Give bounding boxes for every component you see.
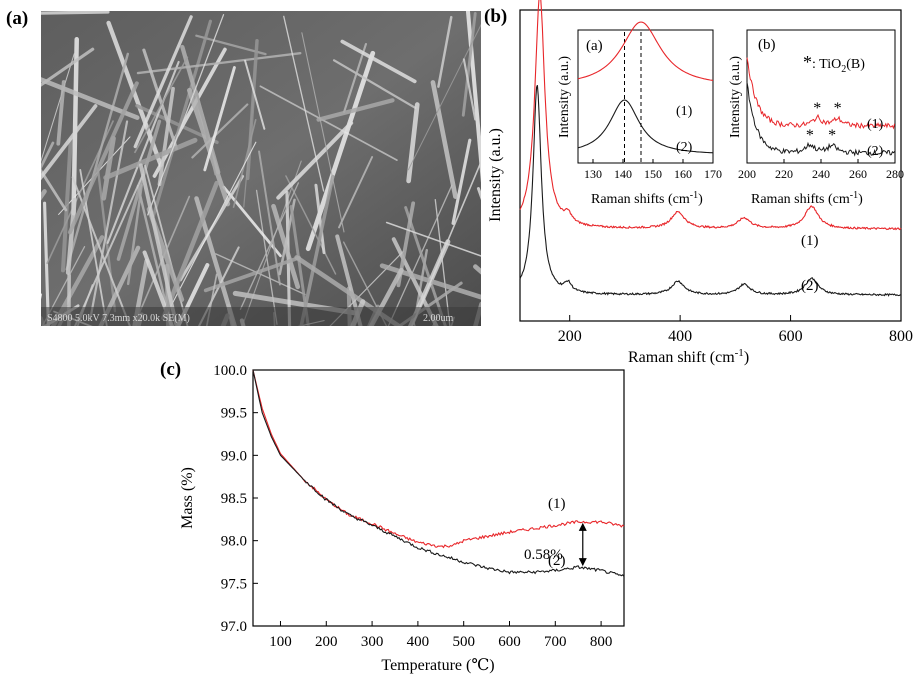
tga-ytick-label: 99.5 [221,406,247,422]
tga-xtick-label: 200 [315,634,338,650]
raman-xtick-label: 600 [779,328,803,345]
tga-plot-frame [252,369,625,627]
inset-b-xtick-label: 220 [775,167,793,181]
inset-a-xtick-label: 170 [704,167,722,181]
raman-inset-b: 200 220 240 260 280 * ** * (b) *: TiO2(B) (1) … [728,29,904,207]
tga-annotation: 0.58% [524,547,563,563]
inset-b-curve1-label: (1) [867,117,884,132]
inset-a-xlabel: Raman shifts (cm-1) [591,190,703,207]
panel-a-label: (a) [6,8,29,29]
inset-b-peak-marker: * [828,127,836,144]
tga-series-2 [252,369,625,577]
tga-xtick-label: 400 [407,634,430,650]
inset-a-series-1 [577,21,714,82]
tga-curve1-label: (1) [548,496,566,512]
raman-curve2-label: (2) [801,278,819,294]
raman-xtick-label: 800 [889,328,913,345]
sem-scale-label: 2.00um [423,313,454,324]
panel-b-label: (b) [484,6,507,27]
tga-ylabel: Mass (%) [179,467,196,529]
tga-xtick-label: 800 [590,634,613,650]
inset-b-ylabel: Intensity (a.u.) [728,56,743,138]
tga-ytick-label: 98.5 [221,491,247,507]
sem-micrograph: S4800 5.0kV 7.3mm x20.0k SE(M) 2.00um [0,9,568,497]
raman-series-2 [519,85,902,297]
sem-image: S4800 5.0kV 7.3mm x20.0k SE(M) 2.00um [0,9,568,497]
tga-xlabel: Temperature (℃) [381,657,494,674]
inset-a-xtick-label: 140 [614,167,632,181]
raman-xtick-label: 400 [668,328,692,345]
inset-b-xtick-label: 280 [886,167,904,181]
tga-ytick-label: 97.0 [221,619,247,635]
tga-figure: (c) 100 200 300 400 500 600 700 800 97.0 97.5 98.0… [160,359,625,674]
inset-a-ylabel: Intensity (a.u.) [557,56,572,138]
inset-a-curve2-label: (2) [676,140,693,155]
inset-b-peak-marker: * [813,100,821,117]
inset-a-series-2 [577,99,714,154]
tga-xtick-label: 500 [452,634,475,650]
inset-a-xtick-label: 160 [674,167,692,181]
tga-ytick-label: 99.0 [221,448,247,464]
inset-b-series-2 [746,82,895,157]
tga-ytick-label: 98.0 [221,534,247,550]
raman-plot-frame [519,9,902,322]
panel-c-label: (c) [160,359,181,380]
inset-a-tag: (a) [586,38,603,54]
raman-ylabel: Intensity (a.u.) [487,128,504,222]
raman-xlabel: Raman shift (cm-1) [628,347,749,366]
raman-series-1 [519,0,902,231]
tga-series-1 [252,369,625,549]
inset-b-peak-marker: * [806,127,814,144]
inset-b-xlabel: Raman shifts (cm-1) [751,190,863,207]
tga-arrow-head-bottom [578,558,587,567]
tga-curve2-label: (2) [548,553,566,569]
inset-a-curve1-label: (1) [676,104,693,119]
sem-caption: S4800 5.0kV 7.3mm x20.0k SE(M) [47,313,190,324]
inset-b-tag: (b) [758,37,776,53]
inset-b-xtick-label: 200 [738,167,756,181]
tga-xtick-label: 300 [361,634,384,650]
inset-a-xtick-label: 130 [584,167,602,181]
tga-xtick-label: 700 [544,634,567,650]
tga-difference-arrow [578,522,587,567]
inset-b-curve2-label: (2) [867,144,884,159]
raman-curve1-label: (1) [801,233,819,249]
tga-xtick-label: 600 [498,634,521,650]
raman-inset-a: 130 140 150 160 170 (a) (1) (2) Intensity (a… [557,21,722,207]
inset-b-legend: *: TiO2(B) [803,52,865,75]
raman-xtick-label: 200 [558,328,582,345]
tga-ytick-label: 97.5 [221,576,247,592]
tga-xtick-label: 100 [269,634,292,650]
inset-b-xtick-label: 260 [849,167,867,181]
tga-ytick-label: 100.0 [213,363,247,379]
inset-b-series-1 [746,57,896,130]
inset-a-xtick-label: 150 [644,167,662,181]
raman-figure: (b) 200 400 600 800 (1) (2) Intensity (a.u.… [484,0,913,366]
inset-b-xtick-label: 240 [812,167,830,181]
inset-b-peak-marker: * [834,100,842,117]
tga-arrow-head-top [578,522,587,531]
